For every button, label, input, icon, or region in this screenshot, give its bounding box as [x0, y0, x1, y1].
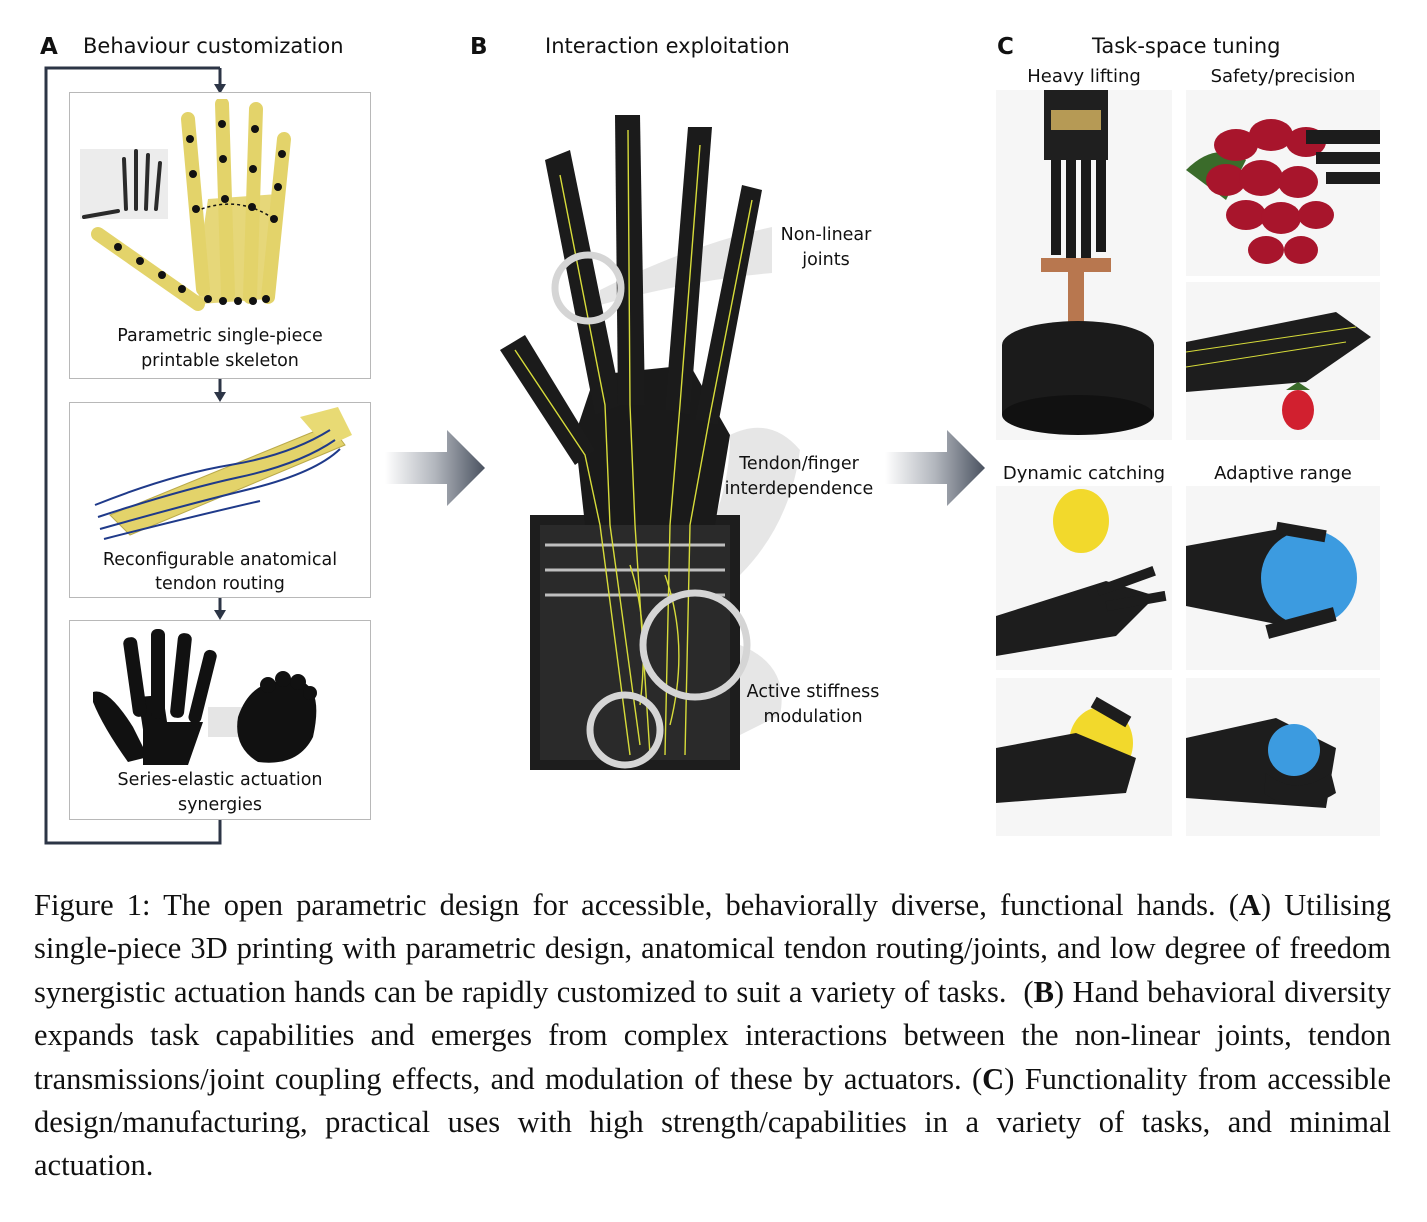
- synergies-caption-line1: Series-elastic actuation: [117, 770, 323, 790]
- panel-b-letter: B: [470, 34, 488, 60]
- nonlinear-joints-label-line2: joints: [802, 250, 850, 270]
- task-dynamic-catching-title: Dynamic catching: [1002, 463, 1166, 484]
- skeleton-caption-line2: printable skeleton: [141, 351, 299, 371]
- tendon-routing-box: Reconfigurable anatomical tendon routing: [69, 402, 371, 598]
- panel-a-title: Behaviour customization: [83, 34, 344, 58]
- task-adaptive-range-title: Adaptive range: [1214, 463, 1352, 484]
- figure-caption: Figure 1: The open parametric design for…: [34, 888, 1391, 1183]
- caption-b-text: Hand behavioral diversity expands task c…: [34, 974, 1391, 1096]
- task-safety-precision-title: Safety/precision: [1210, 66, 1356, 87]
- task-heavy-lifting-title: Heavy lifting: [1027, 66, 1141, 87]
- panel-a-letter: A: [40, 34, 58, 60]
- adaptive-range-photo-2: [1186, 678, 1380, 836]
- dynamic-catching-photo-2: [996, 678, 1172, 836]
- grapes-photo: [1186, 90, 1380, 276]
- tendon-caption-line1: Reconfigurable anatomical: [102, 550, 338, 570]
- adaptive-range-photo-1: [1186, 486, 1380, 670]
- skeleton-box: Parametric single-piece printable skelet…: [69, 92, 371, 379]
- synergies-box: Series-elastic actuation synergies: [69, 620, 371, 820]
- figure-label: Figure 1:: [34, 888, 151, 922]
- caption-intro: The open parametric design for accessibl…: [163, 888, 1216, 922]
- caption-a-letter: A: [1238, 888, 1261, 922]
- caption-a-text: Utilising single-piece 3D printing with …: [34, 888, 1391, 1009]
- panel-b-title: Interaction exploitation: [545, 34, 790, 58]
- skeleton-caption-line1: Parametric single-piece: [117, 326, 323, 346]
- nonlinear-joints-label-line1: Non-linear: [780, 225, 872, 245]
- stiffness-modulation-label-line2: modulation: [763, 707, 863, 727]
- panel-a-flow-lines: [44, 66, 226, 845]
- tendon-caption-line2: tendon routing: [155, 574, 285, 594]
- caption-c-text: Functionality from accessible design/man…: [34, 1061, 1391, 1183]
- tendon-interdependence-label-line2: interdependence: [724, 479, 874, 499]
- arrow-a-to-b: [385, 430, 485, 506]
- synergies-caption-line2: synergies: [177, 795, 263, 815]
- robotic-hand-image: [500, 115, 800, 770]
- arrow-b-to-c: [885, 430, 985, 506]
- skeleton-illustration: [80, 99, 291, 311]
- tendon-routing-illustration: [94, 407, 352, 540]
- tendon-interdependence-label-line1: Tendon/finger: [739, 454, 859, 474]
- caption-c-letter: C: [982, 1061, 1005, 1096]
- panel-c-title: Task-space tuning: [1092, 34, 1281, 58]
- strawberry-photo: [1186, 282, 1380, 440]
- caption-b-letter: B: [1033, 974, 1054, 1009]
- dynamic-catching-photo-1: [996, 486, 1172, 670]
- panel-c-letter: C: [997, 34, 1014, 60]
- synergies-illustration: [93, 629, 317, 765]
- stiffness-modulation-label-line1: Active stiffness: [746, 682, 880, 702]
- heavy-lifting-photo: [996, 90, 1172, 440]
